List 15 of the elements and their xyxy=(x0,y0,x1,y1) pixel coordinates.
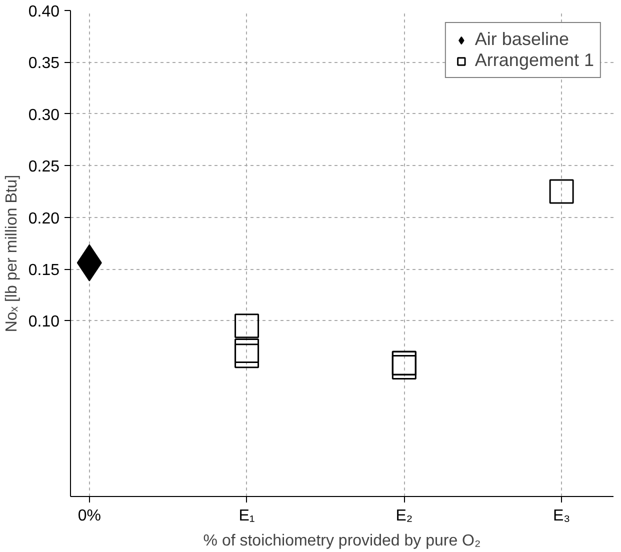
x-tick-label: E₂ xyxy=(396,508,413,524)
legend-label: Arrangement 1 xyxy=(474,50,594,71)
legend-label: Air baseline xyxy=(474,29,569,50)
x-tick-label: 0% xyxy=(78,508,101,524)
y-tick-label: 0.35 xyxy=(28,55,60,72)
y-axis-title: Noₓ [lb per million Btu] xyxy=(3,174,20,332)
x-tick-label: E₃ xyxy=(552,508,570,524)
y-tick-label: 0.25 xyxy=(28,158,60,176)
y-tick-label: 0.40 xyxy=(28,4,60,20)
y-tick-label: 0.10 xyxy=(28,314,60,331)
y-tick-label: 0.20 xyxy=(28,210,60,228)
x-axis-title: % of stoichiometry provided by pure O₂ xyxy=(203,532,481,550)
y-tick-label: 0.30 xyxy=(28,106,60,124)
x-tick-label: E₁ xyxy=(238,508,255,524)
y-tick-label: 0.15 xyxy=(28,262,60,280)
